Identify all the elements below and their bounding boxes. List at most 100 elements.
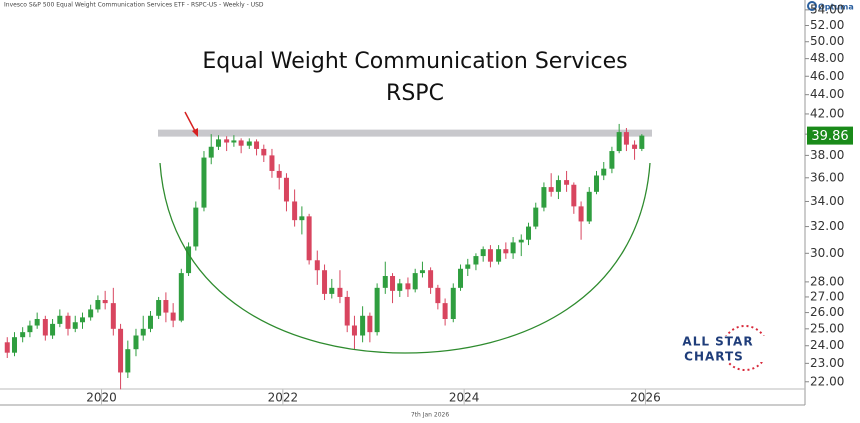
candle-body	[27, 325, 33, 333]
candle-body	[442, 303, 448, 319]
candle-body	[299, 216, 305, 221]
candle-body	[533, 207, 539, 227]
logo-line: ALL STAR	[682, 335, 753, 349]
y-tick-label: 34.00	[810, 194, 844, 208]
y-tick-label: 48.00	[810, 51, 844, 65]
y-tick-label: 52.00	[810, 18, 844, 32]
candle-body	[133, 335, 139, 350]
candle-body	[564, 180, 570, 185]
x-tick-label: 2026	[630, 391, 661, 405]
candle-body	[178, 273, 184, 321]
candle-body	[208, 146, 214, 158]
candle-body	[374, 287, 380, 333]
candle-body	[118, 328, 124, 373]
y-tick-label: 46.00	[810, 69, 844, 83]
plot-area	[4, 123, 652, 390]
header-text: Invesco S&P 500 Equal Weight Communicati…	[4, 2, 264, 9]
candle-body	[593, 175, 599, 192]
candle-body	[193, 207, 199, 247]
candle-body	[412, 273, 418, 290]
y-tick-label: 25.00	[810, 321, 844, 335]
chart-title: Equal Weight Communication Services	[202, 49, 627, 74]
candle-body	[147, 315, 153, 329]
candle-body	[419, 270, 425, 274]
y-tick-label: 23.00	[810, 356, 844, 370]
candle-body	[351, 325, 357, 336]
candle-body	[306, 216, 312, 261]
candle-body	[125, 349, 131, 373]
chart-subtitle: RSPC	[386, 81, 444, 106]
candle-body	[20, 332, 26, 338]
candle-body	[609, 151, 615, 169]
candle-body	[480, 249, 486, 257]
candle-body	[261, 148, 267, 156]
brand: Optuma	[818, 3, 854, 12]
candle-body	[541, 187, 547, 208]
candle-body	[623, 132, 629, 145]
candle-body	[102, 300, 108, 304]
y-tick-label: 44.00	[810, 87, 844, 101]
last-price-label: 39.86	[811, 129, 848, 144]
candle-body	[390, 276, 396, 291]
y-tick-label: 36.00	[810, 170, 844, 184]
candle-body	[231, 140, 237, 143]
candle-body	[428, 270, 434, 288]
candle-body	[496, 249, 502, 262]
candle-body	[571, 184, 577, 207]
arrow-shaft	[184, 111, 196, 132]
candle-body	[405, 283, 411, 290]
candle-body	[314, 260, 320, 271]
candle-body	[397, 283, 403, 291]
candle-body	[367, 315, 373, 333]
candle-body	[510, 242, 516, 254]
candle-body	[555, 180, 561, 192]
candle-body	[329, 287, 335, 294]
candle-body	[224, 139, 230, 143]
x-tick-label: 2020	[86, 391, 117, 405]
y-tick-label: 50.00	[810, 34, 844, 48]
candle-body	[42, 318, 48, 336]
x-tick-label: 2022	[268, 391, 299, 405]
y-tick-label: 42.00	[810, 106, 844, 120]
y-tick-label: 32.00	[810, 219, 844, 233]
candle-body	[140, 328, 146, 336]
candle-body	[632, 144, 638, 149]
candle-body	[276, 170, 282, 178]
candle-body	[322, 270, 328, 294]
candle-body	[548, 187, 554, 192]
candle-body	[246, 141, 252, 146]
y-tick-label: 26.00	[810, 305, 844, 319]
candle-body	[458, 268, 464, 288]
candle-body	[601, 168, 607, 176]
candle-body	[50, 323, 56, 336]
x-tick-label: 2024	[449, 391, 480, 405]
candle-body	[254, 141, 260, 149]
candle-body	[34, 318, 40, 326]
candle-body	[238, 140, 244, 146]
resistance-band	[158, 129, 652, 137]
candle-body	[360, 315, 366, 336]
last-price-box	[807, 126, 853, 145]
candle-body	[639, 135, 645, 149]
candle-body	[283, 177, 289, 202]
brand-icon	[807, 1, 817, 11]
candle-body	[578, 206, 584, 222]
candle-body	[487, 249, 493, 262]
y-tick-label: 22.00	[810, 374, 844, 388]
candle-body	[503, 249, 509, 254]
arrow-head	[192, 128, 198, 137]
candle-body	[156, 300, 162, 316]
candle-body	[344, 296, 350, 326]
candle-body	[450, 287, 456, 319]
candle-body	[201, 157, 207, 208]
candle-body	[163, 300, 169, 313]
candle-body	[4, 342, 10, 353]
candle-body	[186, 246, 192, 274]
candle-body	[435, 287, 441, 304]
y-tick-label: 30.00	[810, 246, 844, 260]
logo-backdrop	[682, 336, 772, 362]
candle-body	[465, 264, 471, 269]
y-tick-label: 54.00	[810, 2, 844, 16]
